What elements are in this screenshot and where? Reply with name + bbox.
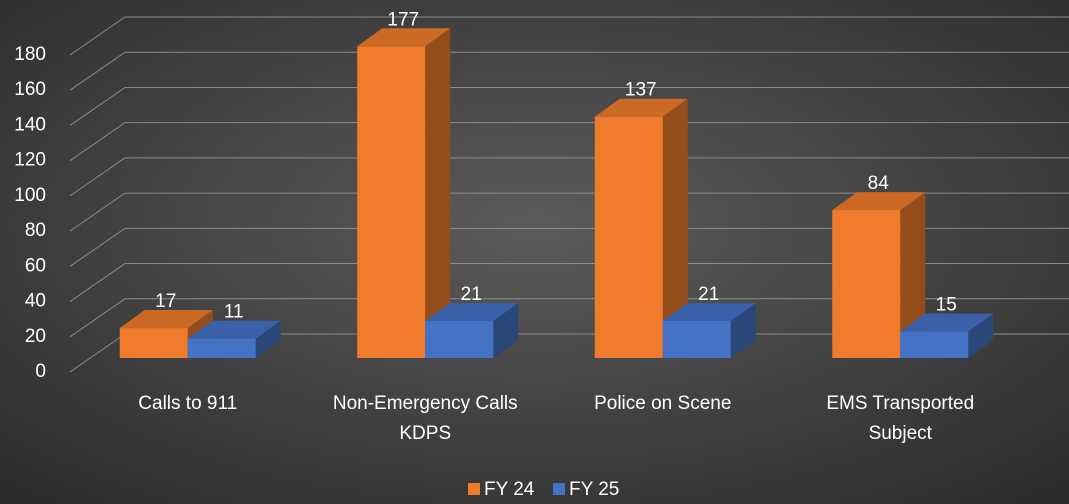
y-tick-label: 160 [14, 79, 46, 100]
y-tick-label: 180 [14, 44, 46, 65]
x-tick-label: Calls to 911 [138, 393, 237, 414]
data-label: 177 [387, 9, 419, 30]
bar-side [900, 192, 926, 358]
bar [900, 313, 994, 358]
bar-front [662, 321, 731, 358]
legend-label: FY 25 [569, 479, 619, 500]
grid-line [69, 122, 1069, 162]
bar-front [187, 338, 256, 358]
bar [425, 303, 519, 358]
x-tick-label: Non-Emergency Calls [333, 393, 518, 414]
x-tick-label: EMS Transported [826, 393, 974, 414]
grid-line [69, 86, 1069, 126]
bar-side [662, 98, 688, 358]
y-tick-label: 140 [14, 114, 46, 135]
bar-front [357, 46, 426, 359]
bar-front [119, 328, 188, 358]
y-tick-label: 120 [14, 150, 46, 171]
bar-side [255, 320, 281, 358]
bar-top [357, 28, 451, 47]
data-label: 21 [461, 284, 482, 305]
bar [662, 303, 756, 358]
bar-side [968, 313, 994, 358]
bar-top [594, 98, 688, 117]
y-tick-label: 20 [25, 326, 46, 347]
bar-top [425, 303, 519, 322]
bar [357, 28, 451, 359]
bar-side [493, 303, 519, 358]
legend-swatch [468, 483, 480, 495]
bar-front [832, 210, 901, 358]
data-label: 21 [698, 284, 719, 305]
x-tick-label: Police on Scene [594, 393, 731, 414]
x-tick-label: Subject [869, 423, 933, 444]
bar-front [900, 331, 969, 358]
bar-top [832, 192, 926, 211]
bar-top [900, 313, 994, 332]
y-tick-label: 0 [35, 361, 46, 382]
bar-top [119, 310, 213, 329]
data-label: 137 [625, 80, 657, 101]
bar [832, 192, 926, 358]
y-tick-label: 40 [25, 291, 46, 312]
data-label: 17 [155, 291, 176, 312]
bar [594, 98, 688, 358]
data-label: 15 [936, 295, 957, 316]
data-label: 84 [868, 173, 890, 194]
bar-side [730, 303, 756, 358]
y-tick-label: 100 [14, 185, 46, 206]
grid-line [69, 227, 1069, 267]
grid-line [69, 298, 1069, 338]
bar-side [425, 28, 451, 359]
legend-swatch [553, 483, 565, 495]
bar [187, 320, 281, 358]
grid-line [69, 16, 1069, 56]
bar-top [662, 303, 756, 322]
grid-line [69, 51, 1069, 91]
grid-line [69, 263, 1069, 302]
bar-front [594, 116, 663, 358]
y-tick-label: 60 [25, 255, 46, 276]
bar-front [425, 321, 494, 358]
grid-line [69, 157, 1069, 197]
legend-label: FY 24 [484, 479, 535, 500]
data-label: 11 [224, 302, 244, 323]
x-tick-label: KDPS [399, 423, 451, 444]
grid-line [69, 192, 1069, 232]
y-tick-label: 80 [25, 220, 46, 241]
bar-top [187, 320, 281, 339]
